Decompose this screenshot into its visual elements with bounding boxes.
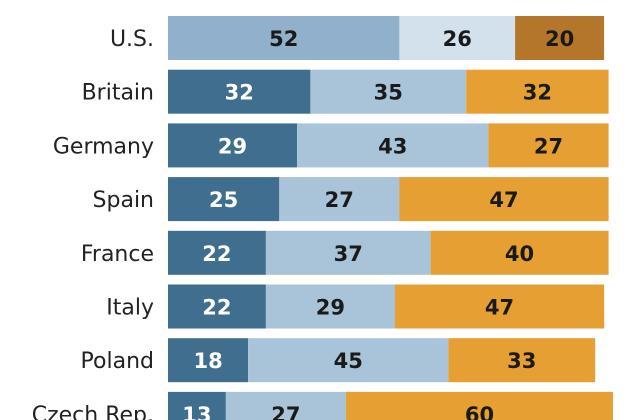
data-label: 47 bbox=[485, 296, 514, 320]
country-label: Poland bbox=[81, 349, 154, 374]
data-label: 20 bbox=[545, 27, 574, 51]
data-label: 27 bbox=[271, 403, 300, 420]
data-label: 32 bbox=[225, 81, 254, 105]
data-label: 45 bbox=[334, 349, 363, 373]
bar-segment bbox=[399, 177, 609, 222]
bar-segment bbox=[395, 284, 605, 329]
data-label: 33 bbox=[507, 349, 536, 373]
bar-segment bbox=[168, 230, 266, 275]
bar-segment bbox=[515, 16, 605, 60]
bar-segment bbox=[168, 284, 266, 329]
country-label: U.S. bbox=[110, 27, 154, 52]
data-label: 13 bbox=[182, 403, 211, 420]
country-label: France bbox=[81, 242, 154, 267]
country-label: Britain bbox=[82, 81, 154, 106]
bar-segment bbox=[168, 177, 280, 222]
country-label: Germany bbox=[53, 134, 154, 159]
bar-segment bbox=[346, 391, 613, 420]
data-label: 43 bbox=[378, 134, 407, 158]
country-label: Italy bbox=[106, 296, 154, 321]
data-label: 27 bbox=[325, 188, 354, 212]
country-label: Spain bbox=[93, 188, 154, 213]
data-label: 35 bbox=[374, 81, 403, 105]
bar-segment bbox=[168, 16, 400, 60]
data-label: 22 bbox=[202, 242, 231, 266]
data-label: 40 bbox=[505, 242, 534, 266]
data-label: 29 bbox=[218, 134, 247, 158]
data-label: 47 bbox=[489, 188, 518, 212]
bar-segment bbox=[488, 123, 609, 168]
data-label: 22 bbox=[202, 296, 231, 320]
bar-segment bbox=[265, 230, 431, 275]
data-label: 60 bbox=[465, 403, 494, 420]
data-label: 27 bbox=[534, 134, 563, 158]
bar-segment bbox=[310, 69, 467, 114]
bar-segment bbox=[265, 284, 395, 329]
data-label: 25 bbox=[209, 188, 238, 212]
data-label: 18 bbox=[193, 349, 222, 373]
data-label: 29 bbox=[316, 296, 345, 320]
bar-segment bbox=[448, 338, 596, 383]
bars-layer bbox=[168, 16, 613, 420]
labels-layer: U.S. 52 26 20 Britain 32 35 32 Germany 29 43 27 Spai… bbox=[32, 27, 574, 420]
bar-segment bbox=[168, 123, 298, 168]
bar-segment bbox=[430, 230, 609, 275]
data-label: 37 bbox=[334, 242, 363, 266]
bar-segment bbox=[466, 69, 609, 114]
bar-segment bbox=[168, 69, 311, 114]
bar-segment bbox=[399, 16, 516, 60]
bar-segment bbox=[279, 177, 400, 222]
bar-segment bbox=[225, 391, 346, 420]
country-label: Czech Rep. bbox=[32, 403, 154, 420]
data-label: 52 bbox=[269, 27, 298, 51]
bar-segment bbox=[297, 123, 489, 168]
bar-segment bbox=[168, 338, 249, 383]
data-label: 26 bbox=[443, 27, 472, 51]
bar-segment bbox=[168, 391, 226, 420]
data-label: 32 bbox=[523, 81, 552, 105]
bar-segment bbox=[248, 338, 449, 383]
